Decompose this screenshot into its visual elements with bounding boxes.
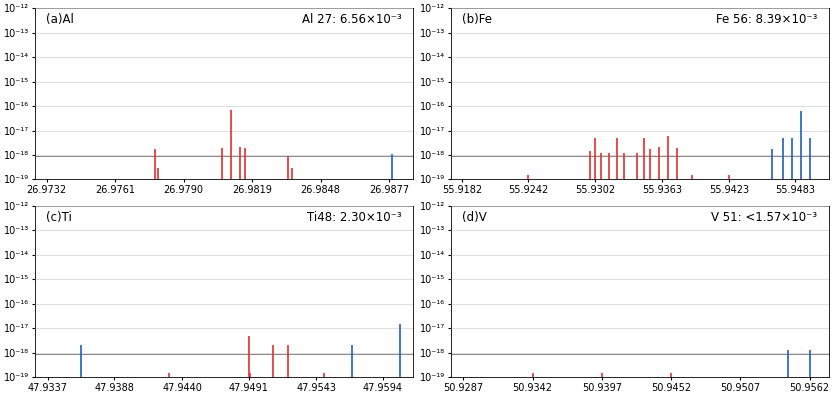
Text: (c)Ti: (c)Ti (46, 211, 72, 224)
Text: Ti48: 2.30×10⁻³: Ti48: 2.30×10⁻³ (307, 211, 401, 224)
Text: (b)Fe: (b)Fe (462, 13, 492, 26)
Text: (a)Al: (a)Al (46, 13, 75, 26)
Text: Al 27: 6.56×10⁻³: Al 27: 6.56×10⁻³ (302, 13, 401, 26)
Text: V 51: <1.57×10⁻³: V 51: <1.57×10⁻³ (711, 211, 817, 224)
Text: Fe 56: 8.39×10⁻³: Fe 56: 8.39×10⁻³ (716, 13, 817, 26)
Text: (d)V: (d)V (462, 211, 487, 224)
